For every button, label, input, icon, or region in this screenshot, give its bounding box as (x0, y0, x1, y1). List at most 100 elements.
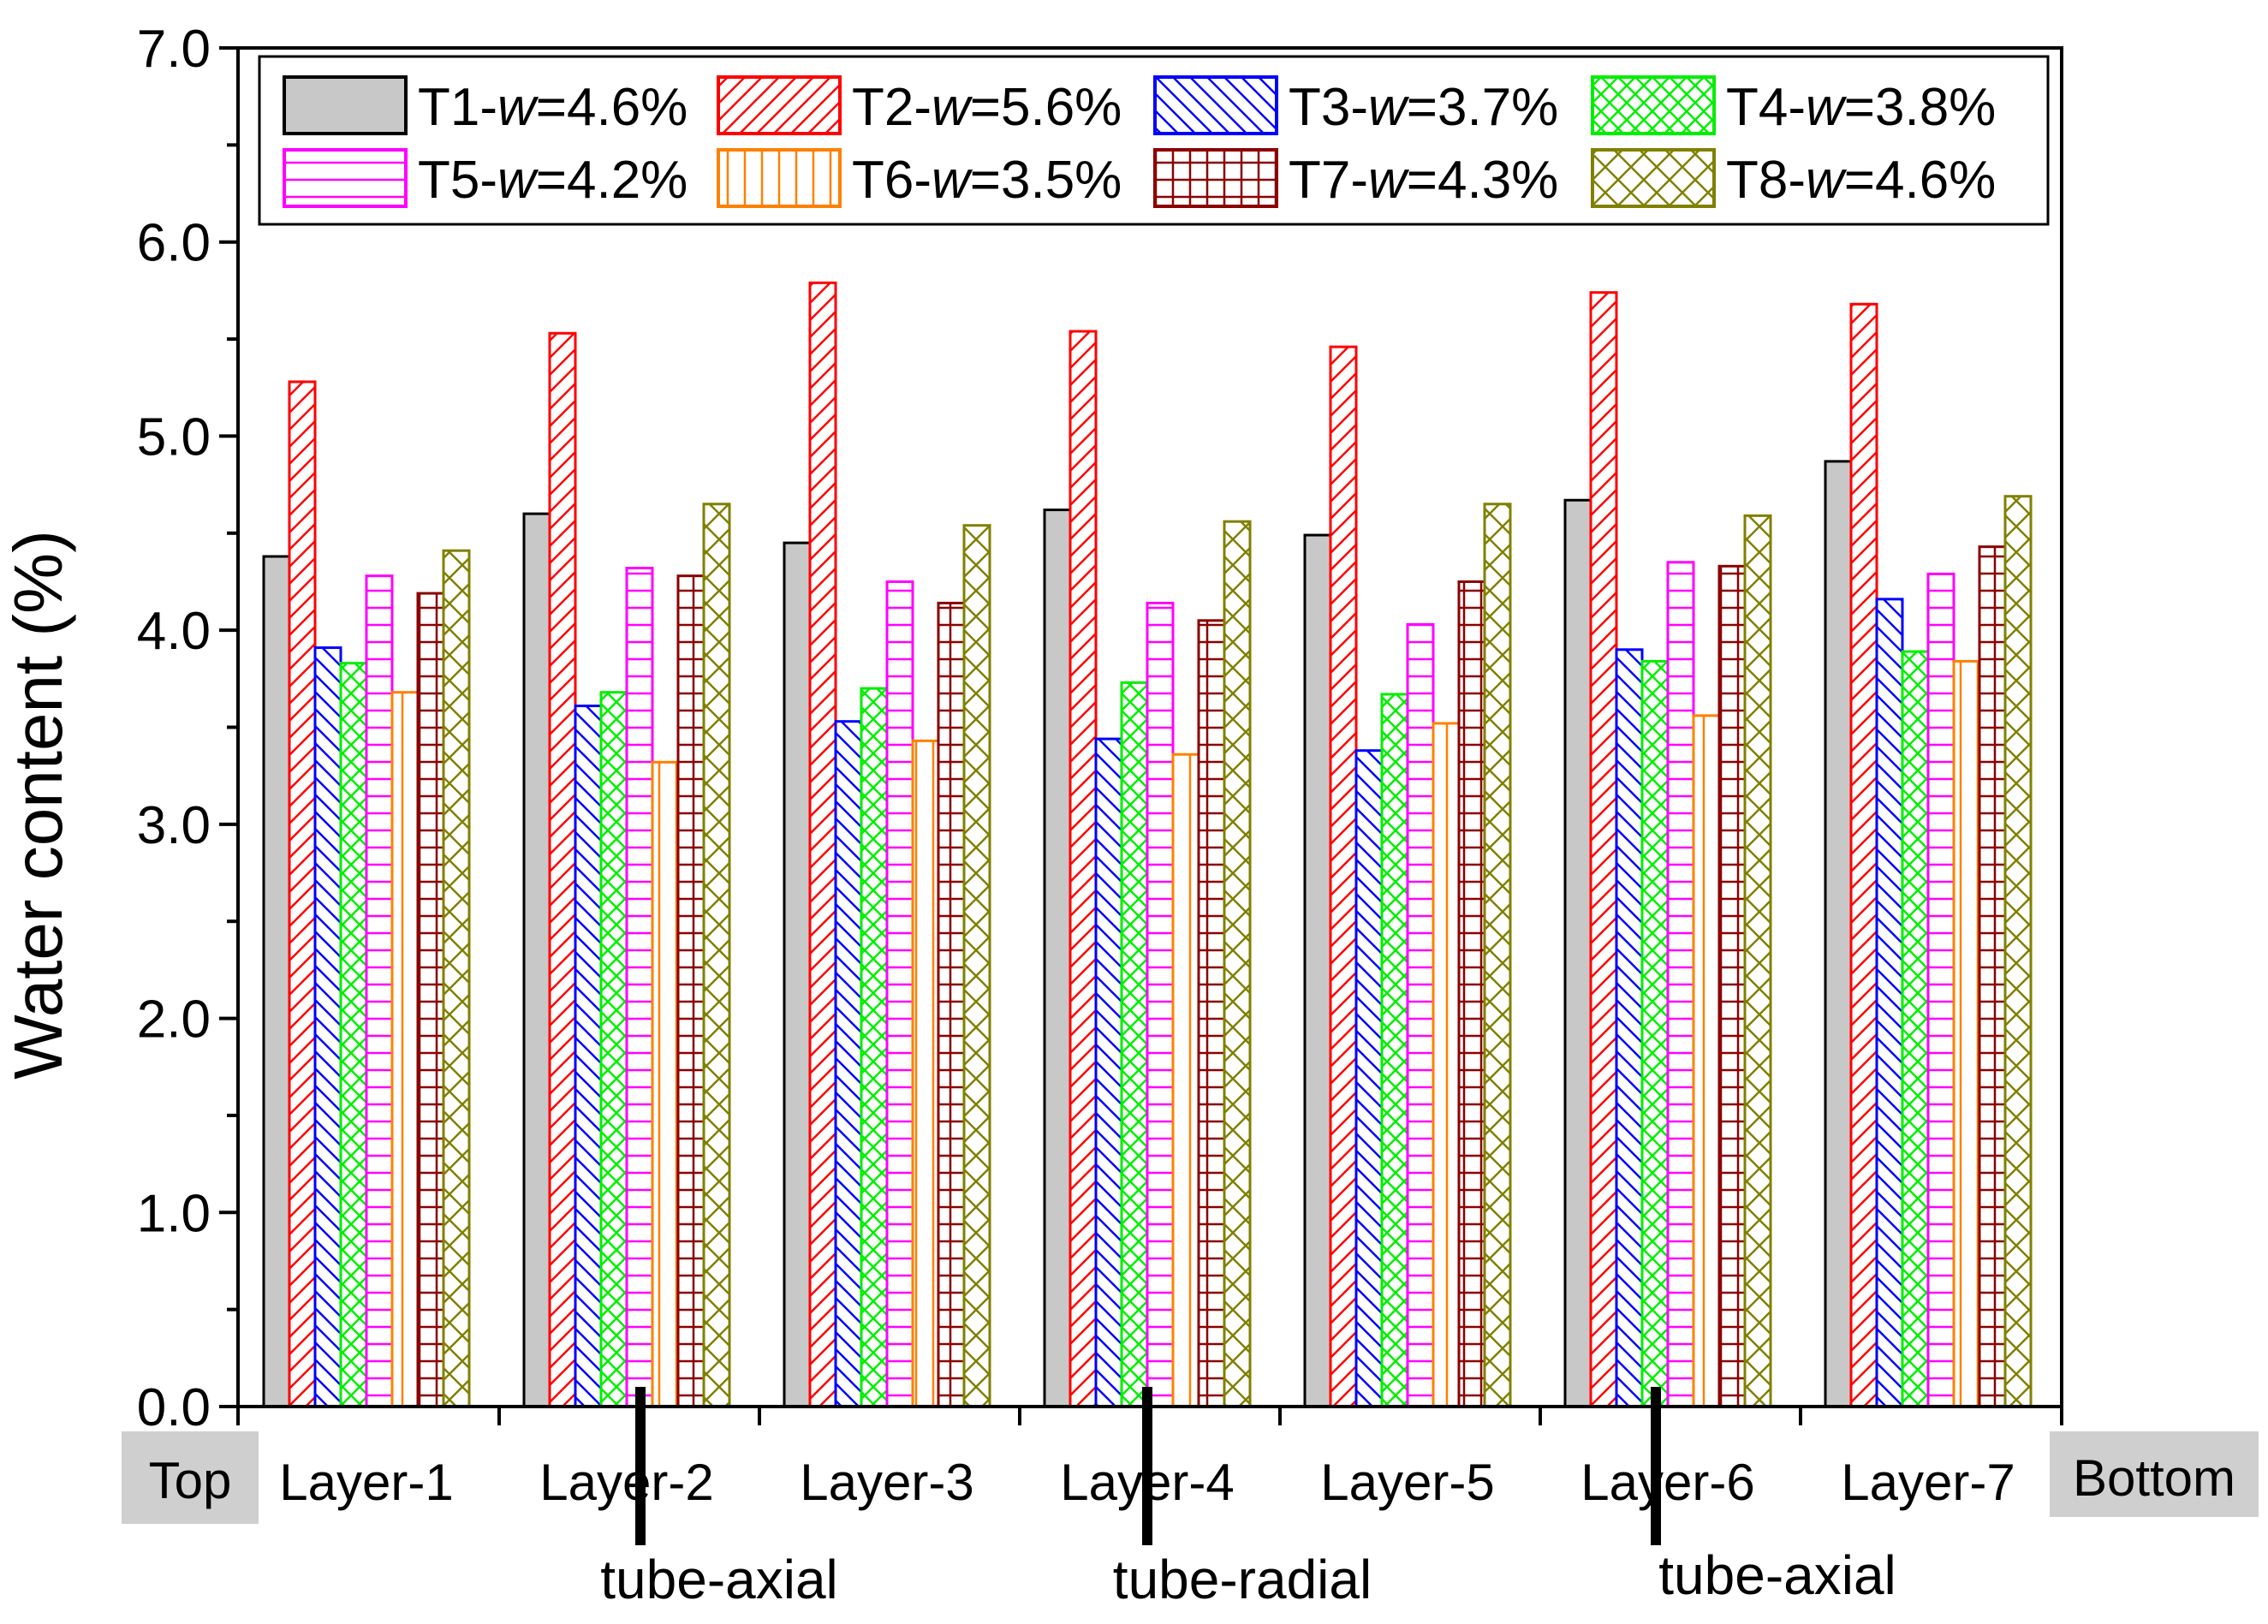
y-tick-label: 6.0 (137, 214, 211, 273)
legend-item-t4: T4-w=3.8% (1591, 75, 1996, 137)
y-axis: 0.0 1.0 2.0 3.0 4.0 5.0 6.0 7.0 (137, 20, 238, 1437)
legend-label: T2-w=5.6% (852, 78, 1122, 137)
bar-t2-layer-3 (808, 281, 837, 1408)
bar-t8-layer-4 (1223, 520, 1252, 1408)
legend-item-t3: T3-w=3.7% (1153, 75, 1558, 137)
bar-t3-layer-4 (1094, 737, 1123, 1408)
bar-t1-layer-6 (1563, 498, 1592, 1408)
bar-t6-layer-2 (651, 760, 680, 1408)
legend-item-t5: T5-w=4.2% (283, 148, 688, 210)
y-tick-label: 7.0 (137, 20, 211, 79)
bar-t6-layer-7 (1952, 659, 1981, 1408)
bar-t6-layer-5 (1432, 722, 1461, 1408)
bar-t5-layer-7 (1926, 572, 1955, 1408)
category-label-layer-1: Layer-1 (279, 1454, 453, 1511)
y-axis-label: Water content (%) (0, 530, 76, 1080)
bar-t8-layer-7 (2003, 495, 2033, 1408)
category-label-layer-5: Layer-5 (1320, 1454, 1494, 1511)
bar-t4-layer-5 (1380, 693, 1409, 1408)
bar-t5-layer-3 (885, 580, 914, 1408)
legend-label: T1-w=4.6% (418, 78, 688, 137)
legend-label: T3-w=3.7% (1289, 78, 1558, 137)
annotations: tube-axial tube-radial tube-axial (600, 1387, 1896, 1610)
bar-t3-layer-3 (834, 720, 863, 1408)
bar-t7-layer-1 (416, 592, 445, 1408)
bar-t5-layer-5 (1406, 622, 1435, 1408)
bar-group-layer-4 (1043, 330, 1252, 1408)
legend-item-t2: T2-w=5.6% (717, 75, 1122, 137)
legend-item-t1: T1-w=4.6% (283, 75, 688, 137)
y-tick-label: 5.0 (137, 407, 211, 467)
category-label-layer-7: Layer-7 (1841, 1454, 2015, 1511)
bar-t4-layer-3 (860, 687, 889, 1408)
legend-swatch (1591, 148, 1716, 208)
category-label-layer-3: Layer-3 (800, 1454, 973, 1511)
bar-t6-layer-4 (1171, 753, 1200, 1408)
legend-label: T5-w=4.2% (418, 151, 688, 210)
bar-t8-layer-2 (702, 503, 731, 1408)
bar-t5-layer-1 (365, 574, 394, 1408)
bar-t2-layer-7 (1849, 302, 1878, 1408)
bar-t1-layer-1 (262, 555, 291, 1408)
bar-t7-layer-5 (1457, 580, 1486, 1408)
bar-group-layer-5 (1303, 345, 1512, 1408)
bar-t4-layer-7 (1901, 650, 1930, 1408)
legend-swatch (1153, 148, 1278, 208)
bar-group-layer-7 (1824, 302, 2033, 1408)
legend-label: T4-w=3.8% (1726, 78, 1996, 137)
bars-layer (262, 281, 2033, 1408)
legend: T1-w=4.6% T2-w=5.6% T3-w=3.7% T4-w=3.8% T5-w… (258, 55, 2050, 226)
legend-swatch (283, 75, 408, 135)
bar-group-layer-6 (1563, 291, 1772, 1408)
bar-t7-layer-3 (937, 601, 966, 1408)
legend-swatch (283, 148, 408, 208)
top-label: Top (149, 1452, 232, 1509)
annotation-tube-axial: tube-axial (1658, 1544, 1896, 1606)
bar-t2-layer-5 (1329, 345, 1358, 1408)
bar-t1-layer-5 (1303, 533, 1332, 1408)
bar-t5-layer-4 (1146, 601, 1175, 1408)
bar-t1-layer-2 (522, 512, 551, 1408)
legend-item-t6: T6-w=3.5% (717, 148, 1122, 210)
bar-t5-layer-2 (625, 567, 654, 1408)
bottom-label-box (2050, 1431, 2259, 1517)
y-tick-label: 3.0 (137, 796, 211, 855)
annotation-tube-radial: tube-radial (1113, 1549, 1372, 1610)
bar-t4-layer-4 (1120, 681, 1149, 1408)
y-tick-label: 1.0 (137, 1184, 211, 1243)
bottom-label: Bottom (2073, 1449, 2235, 1507)
bar-t4-layer-2 (599, 691, 628, 1408)
legend-swatch (717, 75, 842, 135)
legend-item-t8: T8-w=4.6% (1591, 148, 1996, 210)
category-label-layer-6: Layer-6 (1580, 1454, 1754, 1511)
bar-t2-layer-4 (1069, 330, 1098, 1408)
annotation-tube-axial: tube-axial (600, 1549, 838, 1610)
bar-t2-layer-6 (1589, 291, 1618, 1408)
legend-swatch (1153, 75, 1278, 135)
bar-t6-layer-1 (390, 691, 420, 1408)
bar-t3-layer-1 (313, 646, 342, 1408)
bar-t6-layer-6 (1692, 714, 1721, 1408)
category-label-layer-2: Layer-2 (539, 1454, 713, 1511)
bar-t1-layer-3 (783, 541, 812, 1408)
bar-group-layer-3 (783, 281, 991, 1408)
legend-swatch (1591, 75, 1716, 135)
y-tick-label: 2.0 (137, 990, 211, 1050)
bar-t2-layer-2 (548, 331, 577, 1408)
bar-t3-layer-5 (1354, 749, 1384, 1408)
bar-t7-layer-6 (1717, 564, 1747, 1408)
legend-label: T6-w=3.5% (852, 151, 1122, 210)
bar-t1-layer-4 (1043, 509, 1072, 1408)
bar-t5-layer-6 (1666, 561, 1695, 1408)
y-tick-label: 4.0 (137, 602, 211, 661)
bar-t8-layer-6 (1743, 514, 1772, 1408)
bar-group-layer-1 (262, 380, 471, 1408)
legend-label: T7-w=4.3% (1289, 151, 1558, 210)
y-tick-label: 0.0 (137, 1378, 211, 1437)
bar-t4-layer-1 (339, 662, 368, 1408)
bar-t3-layer-6 (1615, 648, 1644, 1408)
bar-t2-layer-1 (288, 380, 317, 1408)
bar-t7-layer-2 (676, 574, 705, 1408)
bar-t1-layer-7 (1824, 460, 1853, 1408)
